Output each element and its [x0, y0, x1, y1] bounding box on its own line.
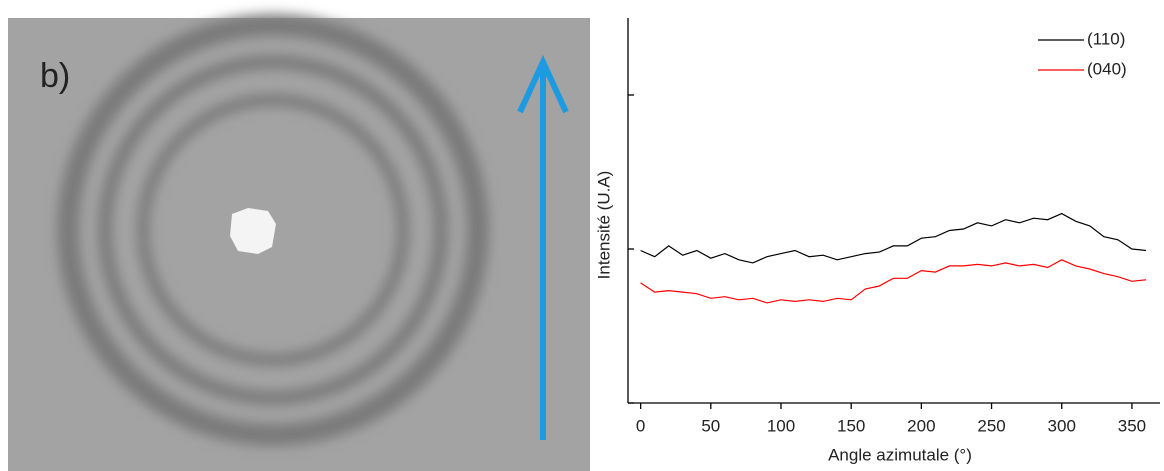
panel-label: b) — [40, 57, 70, 95]
x-tick-label: 250 — [977, 416, 1005, 435]
beam-stop — [230, 208, 276, 254]
x-tick-label: 300 — [1048, 416, 1076, 435]
x-tick-label: 350 — [1118, 416, 1146, 435]
x-tick-label: 200 — [907, 416, 935, 435]
ring — [98, 55, 448, 405]
line-series — [640, 259, 1147, 304]
ring — [57, 14, 489, 446]
y-axis-label: Intensité (U.A) — [594, 171, 613, 280]
x-axis-label: Angle azimutale (°) — [828, 445, 972, 464]
diffraction-image: b) — [8, 14, 590, 471]
x-tick-label: 0 — [636, 416, 645, 435]
legend-label: (040) — [1087, 59, 1127, 78]
ring — [137, 94, 409, 366]
x-tick-label: 150 — [837, 416, 865, 435]
line-series — [640, 212, 1147, 264]
x-tick-label: 100 — [767, 416, 795, 435]
x-tick-label: 50 — [701, 416, 720, 435]
arrow-head — [517, 54, 569, 114]
legend-label: (110) — [1087, 29, 1125, 48]
